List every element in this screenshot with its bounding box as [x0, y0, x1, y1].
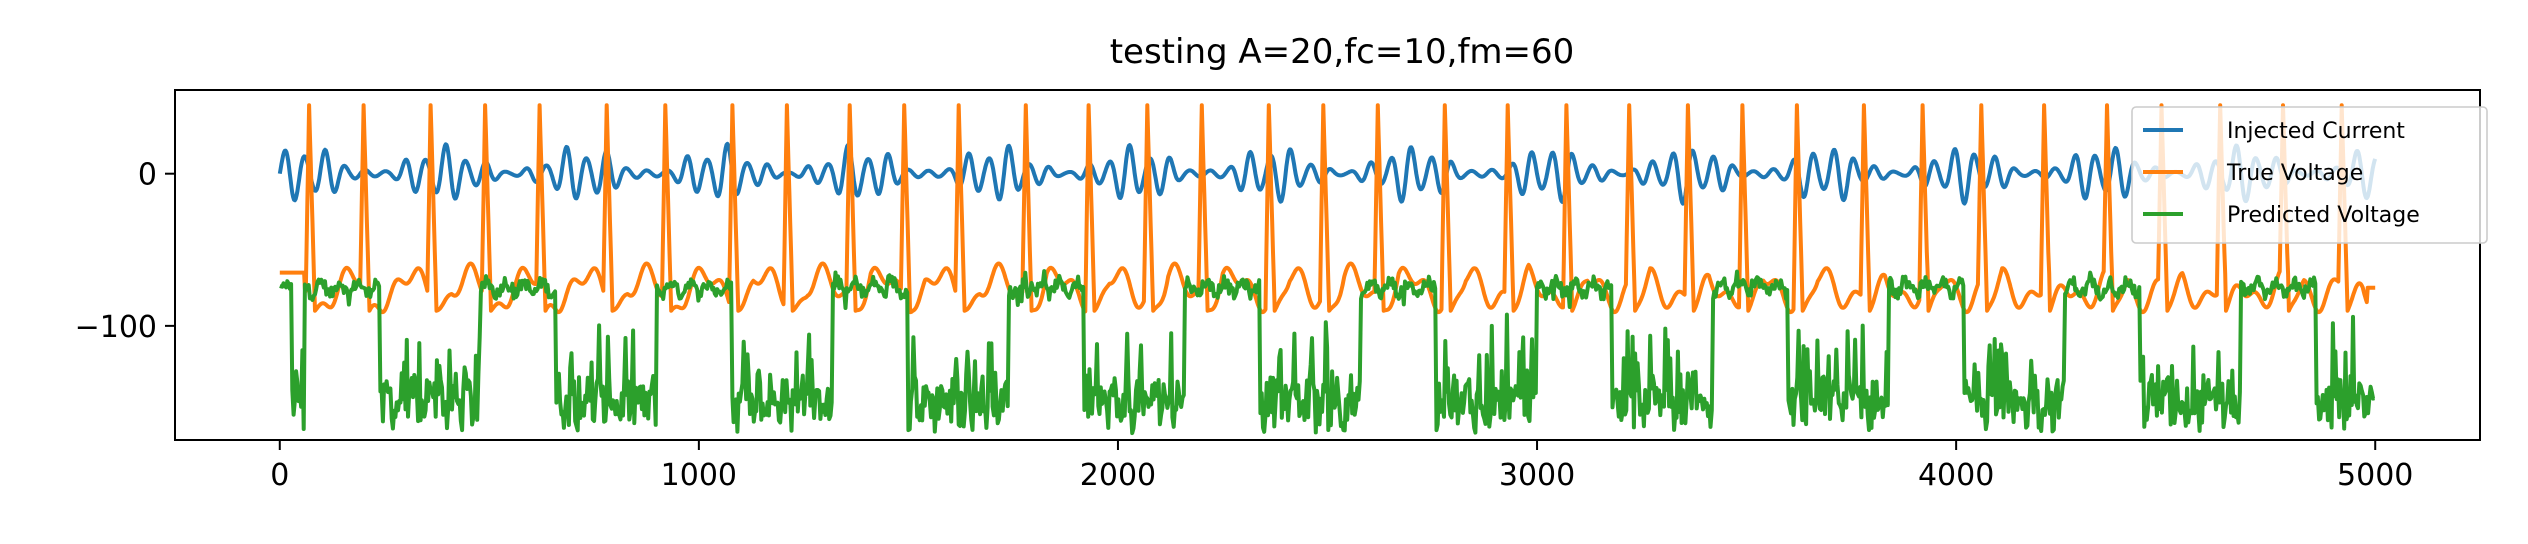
- x-axis: 0 1000 2000 3000 4000 5000: [270, 440, 2413, 493]
- x-tick-label: 5000: [2337, 458, 2413, 493]
- y-tick-label: −100: [75, 310, 157, 345]
- x-tick-label: 0: [270, 458, 289, 493]
- y-tick-label: 0: [138, 158, 157, 193]
- y-axis: 0 −100: [75, 158, 175, 345]
- plot-area: [174, 89, 2481, 441]
- series-layer: [277, 103, 2378, 436]
- x-tick-label: 2000: [1080, 458, 1156, 493]
- legend-label-true-voltage: True Voltage: [2226, 161, 2363, 186]
- legend-label-injected-current: Injected Current: [2227, 119, 2405, 144]
- x-tick-label: 4000: [1918, 458, 1994, 493]
- series-injected-current-line: [277, 141, 2378, 206]
- series-true-voltage-line: [278, 103, 2377, 315]
- x-tick-label: 1000: [661, 458, 737, 493]
- legend: Injected Current True Voltage Predicted …: [2131, 106, 2488, 244]
- legend-box: [2131, 106, 2488, 244]
- legend-label-predicted-voltage: Predicted Voltage: [2227, 203, 2420, 228]
- chart-title: testing A=20,fc=10,fm=60: [1110, 32, 1575, 72]
- series-predicted-voltage-line: [279, 269, 2376, 436]
- x-tick-label: 3000: [1499, 458, 1575, 493]
